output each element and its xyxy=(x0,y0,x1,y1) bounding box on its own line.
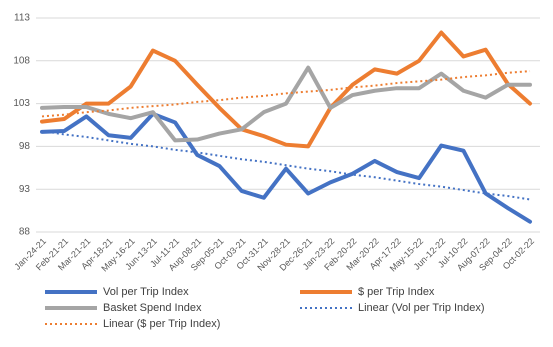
legend-label: Basket Spend Index xyxy=(103,302,202,314)
legend-label: Linear (Vol per Trip Index) xyxy=(358,302,485,314)
series-line xyxy=(40,65,532,143)
legend-label: Linear ($ per Trip Index) xyxy=(103,318,220,330)
series-line xyxy=(40,30,532,149)
y-tick-label: 108 xyxy=(13,55,30,66)
y-tick-label: 113 xyxy=(14,13,30,24)
series-line xyxy=(40,111,532,224)
y-tick-label: 103 xyxy=(13,98,30,109)
y-tick-label: 98 xyxy=(19,141,31,152)
legend-label: Vol per Trip Index xyxy=(103,286,189,298)
y-tick-label: 88 xyxy=(19,227,31,238)
y-tick-label: 93 xyxy=(19,184,31,195)
trend-line xyxy=(41,130,531,201)
legend-label: $ per Trip Index xyxy=(358,286,435,298)
trend-line xyxy=(41,70,531,118)
